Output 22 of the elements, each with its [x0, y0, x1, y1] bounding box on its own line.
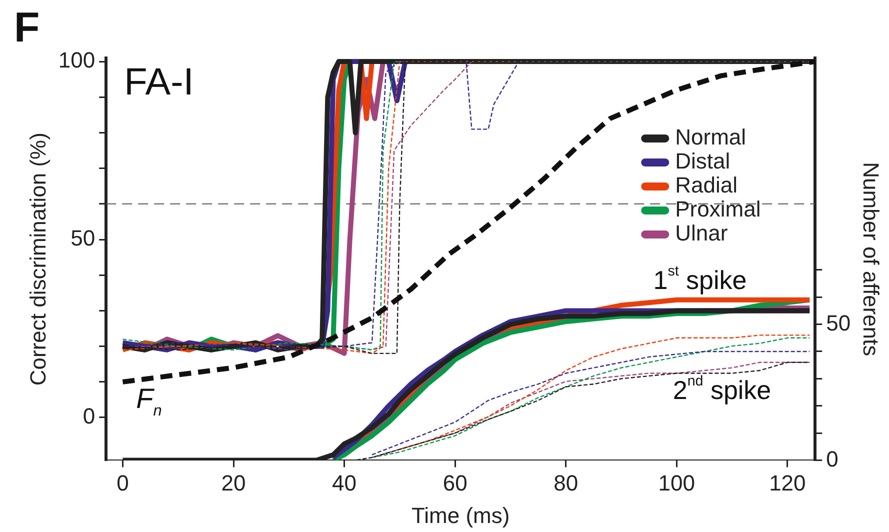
legend-label: Radial	[675, 172, 738, 198]
y2-tick-label: 0	[826, 446, 838, 472]
y-axis-title: Correct discrimination (%)	[25, 132, 50, 386]
x-tick-label: 60	[442, 470, 468, 496]
x-tick-label: 80	[554, 470, 578, 496]
x-tick-label: 100	[658, 470, 696, 496]
chart-title: F	[14, 4, 40, 51]
y-tick-label: 100	[58, 48, 96, 73]
legend-label: Distal	[675, 148, 730, 174]
y-tick-label: 0	[82, 404, 96, 429]
legend-label: Proximal	[675, 196, 761, 222]
annotation: FA-I	[124, 61, 194, 104]
x-tick-label: 40	[332, 470, 357, 496]
y2-tick-label: 50	[826, 310, 851, 336]
x-axis-title: Time (ms)	[412, 502, 510, 528]
y-tick-label: 50	[70, 226, 96, 251]
x-tick-label: 20	[221, 470, 246, 496]
x-tick-label: 120	[769, 470, 806, 496]
x-tick-label: 0	[116, 470, 129, 496]
y2-axis-title: Number of afferents	[858, 162, 884, 356]
legend-label: Normal	[675, 124, 746, 150]
legend-label: Ulnar	[675, 220, 728, 246]
